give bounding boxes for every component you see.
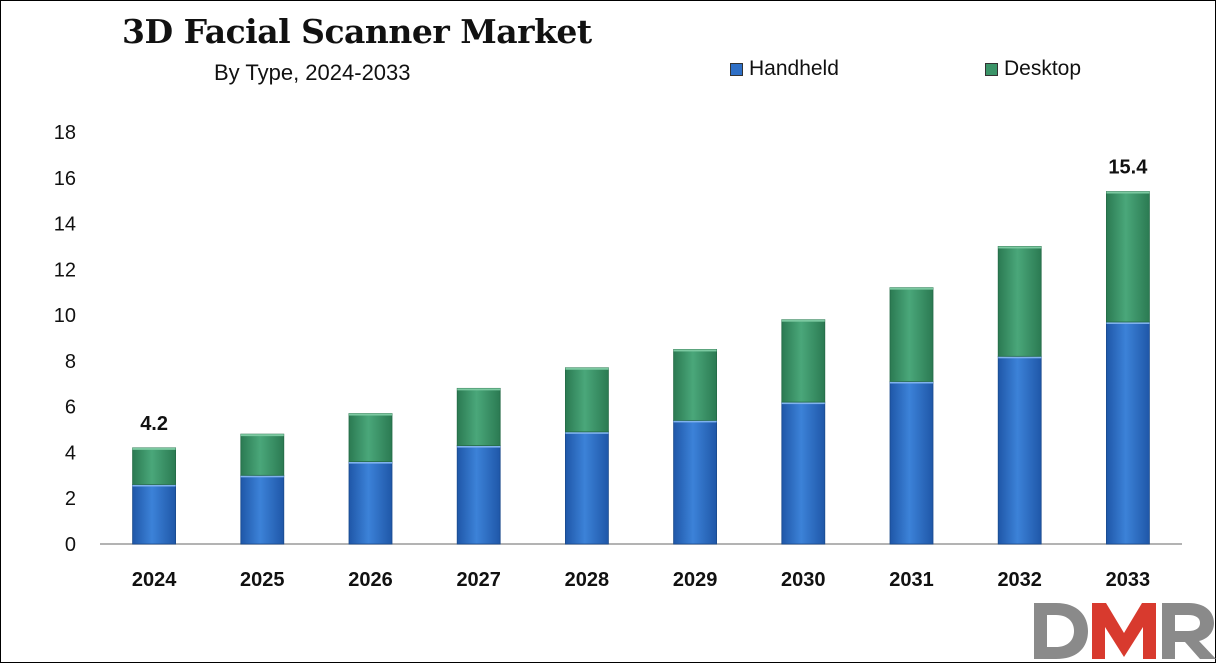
- bar-handheld-2032: [997, 355, 1042, 545]
- x-tick-label: 2032: [997, 569, 1042, 591]
- y-tick-label: 8: [65, 351, 76, 373]
- bar-top-highlight: [673, 420, 717, 423]
- bar-top-highlight: [781, 402, 825, 405]
- bar-desktop-2025: [240, 433, 285, 476]
- bar-top-highlight: [673, 349, 717, 352]
- bar-handheld-2033: [1106, 321, 1150, 545]
- bar-top-highlight: [998, 356, 1042, 359]
- bar-handheld-2029: [673, 419, 717, 545]
- chart-subtitle: By Type, 2024-2033: [214, 60, 411, 85]
- bar-top-highlight: [998, 246, 1042, 249]
- bar-top-highlight: [240, 434, 284, 437]
- legend-swatch-desktop: [985, 62, 998, 76]
- bar-desktop-2033: [1106, 191, 1150, 323]
- bar-top-highlight: [457, 388, 501, 391]
- bar-top-highlight: [457, 445, 501, 448]
- bar-top-highlight: [1106, 191, 1150, 194]
- bar-handheld-2024: [132, 484, 177, 545]
- y-tick-label: 0: [65, 534, 76, 556]
- legend-swatch-handheld: [730, 62, 743, 76]
- bar-desktop-2032: [997, 246, 1042, 357]
- legend-label-desktop: Desktop: [1004, 57, 1082, 80]
- y-tick-label: 16: [54, 168, 76, 190]
- y-tick-label: 12: [54, 259, 76, 281]
- x-tick-label: 2025: [240, 569, 285, 591]
- dmr-logo: [1034, 603, 1216, 659]
- data-label-2033: 15.4: [1108, 157, 1148, 179]
- bar-desktop-2024: [132, 447, 177, 485]
- bar-handheld-2030: [781, 401, 826, 545]
- bar-desktop-2030: [781, 319, 826, 403]
- bar-desktop-2029: [673, 349, 717, 421]
- y-tick-label: 18: [54, 122, 76, 144]
- bar-top-highlight: [240, 475, 284, 478]
- x-tick-label: 2030: [781, 569, 826, 591]
- bar-handheld-2026: [348, 461, 393, 545]
- bar-top-highlight: [349, 461, 392, 464]
- bar-top-highlight: [349, 413, 392, 416]
- legend-item-handheld: Handheld: [730, 57, 839, 81]
- x-tick-label: 2027: [456, 569, 501, 591]
- x-tick-label: 2031: [889, 569, 934, 591]
- y-tick-label: 10: [54, 305, 76, 327]
- bar-top-highlight: [890, 287, 933, 290]
- y-tick-label: 14: [54, 214, 76, 236]
- bar-top-highlight: [132, 484, 176, 487]
- bar-top-highlight: [565, 367, 609, 370]
- y-tick-label: 2: [65, 488, 76, 510]
- bar-top-highlight: [132, 447, 176, 450]
- y-tick-label: 6: [65, 397, 76, 419]
- bar-top-highlight: [890, 381, 933, 384]
- bar-top-highlight: [781, 319, 825, 322]
- bar-handheld-2028: [565, 431, 609, 545]
- bar-handheld-2027: [456, 445, 501, 545]
- x-tick-label: 2028: [565, 569, 610, 591]
- x-tick-label: 2029: [673, 569, 718, 591]
- bar-desktop-2027: [456, 387, 501, 446]
- bar-top-highlight: [565, 431, 609, 434]
- bar-desktop-2031: [889, 287, 934, 382]
- legend-item-desktop: Desktop: [985, 57, 1081, 81]
- x-tick-label: 2024: [132, 569, 177, 591]
- data-label-2024: 4.2: [140, 413, 168, 435]
- bar-handheld-2031: [889, 381, 934, 545]
- x-tick-label: 2033: [1106, 569, 1151, 591]
- chart-title: 3D Facial Scanner Market: [122, 12, 592, 51]
- y-tick-label: 4: [65, 442, 76, 464]
- x-tick-label: 2026: [348, 569, 393, 591]
- bar-desktop-2026: [348, 413, 393, 462]
- bar-top-highlight: [1106, 321, 1150, 324]
- bar-desktop-2028: [565, 367, 609, 433]
- legend-label-handheld: Handheld: [749, 57, 839, 80]
- bar-handheld-2025: [240, 474, 285, 545]
